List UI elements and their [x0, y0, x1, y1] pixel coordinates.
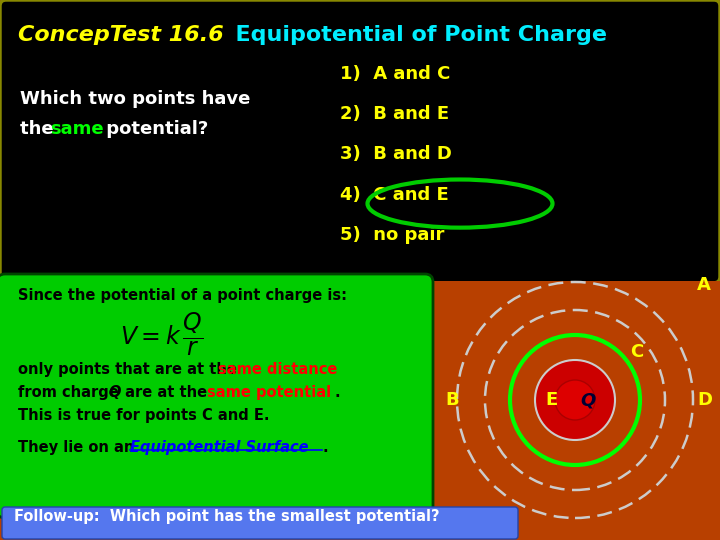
- Text: 2)  B and E: 2) B and E: [340, 105, 449, 123]
- Text: $V = k\,\dfrac{Q}{r}$: $V = k\,\dfrac{Q}{r}$: [120, 312, 203, 359]
- Text: same potential: same potential: [207, 385, 331, 400]
- Text: Q: Q: [108, 385, 120, 400]
- Text: .: .: [335, 385, 341, 400]
- FancyBboxPatch shape: [0, 0, 720, 283]
- Text: .: .: [322, 440, 328, 455]
- Text: 1)  A and C: 1) A and C: [340, 65, 451, 83]
- Text: They lie on an: They lie on an: [18, 440, 140, 455]
- Circle shape: [555, 380, 595, 420]
- Text: Equipotential of Point Charge: Equipotential of Point Charge: [220, 25, 607, 45]
- Text: Equipotential Surface: Equipotential Surface: [130, 440, 308, 455]
- Text: 4)  C and E: 4) C and E: [340, 186, 449, 204]
- Text: 3)  B and D: 3) B and D: [340, 145, 452, 164]
- Text: E: E: [545, 391, 557, 409]
- FancyBboxPatch shape: [2, 507, 518, 539]
- Text: 5)  no pair: 5) no pair: [340, 226, 444, 244]
- FancyBboxPatch shape: [0, 274, 433, 518]
- Circle shape: [535, 360, 615, 440]
- Text: A: A: [697, 276, 711, 294]
- Text: from charge: from charge: [18, 385, 124, 400]
- Text: D: D: [697, 391, 712, 409]
- Text: the: the: [20, 120, 60, 138]
- Text: Since the potential of a point charge is:: Since the potential of a point charge is…: [18, 288, 347, 303]
- Text: same: same: [50, 120, 104, 138]
- Text: Which two points have: Which two points have: [20, 90, 251, 108]
- Text: B: B: [445, 391, 459, 409]
- Text: C: C: [630, 343, 643, 361]
- Text: ConcepTest 16.6: ConcepTest 16.6: [18, 25, 224, 45]
- Text: Follow-up:  Which point has the smallest potential?: Follow-up: Which point has the smallest …: [14, 509, 440, 524]
- Text: Q: Q: [580, 391, 595, 409]
- Text: same distance: same distance: [218, 362, 338, 377]
- Text: only points that are at the: only points that are at the: [18, 362, 242, 377]
- Text: This is true for points C and E.: This is true for points C and E.: [18, 408, 269, 423]
- Text: potential?: potential?: [100, 120, 208, 138]
- Text: are at the: are at the: [120, 385, 212, 400]
